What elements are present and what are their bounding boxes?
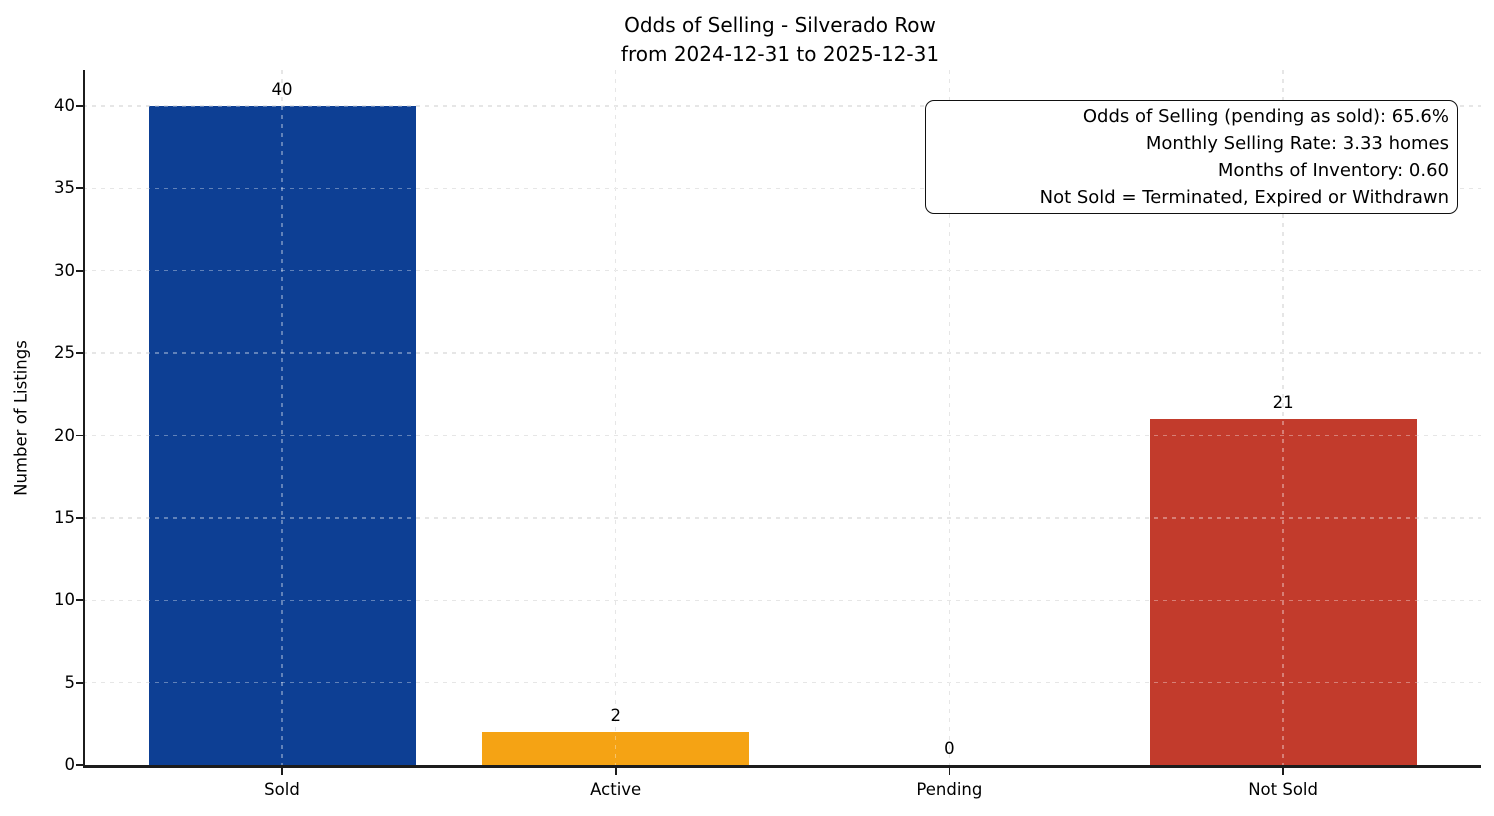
- x-tick-label: Not Sold: [1248, 780, 1318, 799]
- x-tick-label: Sold: [264, 780, 300, 799]
- x-tick-mark: [614, 767, 617, 775]
- y-tick-mark: [76, 105, 83, 107]
- gridline-horizontal: [83, 352, 1481, 354]
- chart-title-line1: Odds of Selling - Silverado Row: [624, 13, 936, 37]
- gridline-horizontal: [83, 187, 1481, 190]
- x-axis-spine: [83, 765, 1481, 768]
- x-tick-mark: [948, 767, 951, 775]
- annotation-months-of-inventory: Months of Inventory: 0.60: [1217, 160, 1449, 181]
- y-tick-label: 30: [54, 260, 75, 280]
- gridline-horizontal: [83, 681, 1481, 684]
- y-tick-label: 15: [54, 507, 75, 527]
- y-tick-mark: [76, 269, 83, 272]
- gridline-vertical-overlay: [615, 70, 617, 765]
- y-tick-mark: [76, 516, 83, 519]
- y-tick-mark: [76, 681, 83, 684]
- gridline-vertical: [1282, 70, 1284, 765]
- y-tick-mark: [76, 599, 83, 602]
- chart-title-line2: from 2024-12-31 to 2025-12-31: [620, 42, 940, 66]
- gridline-vertical: [948, 70, 951, 765]
- gridline-vertical-overlay: [1282, 70, 1284, 765]
- bar-sold: [148, 106, 416, 765]
- annotation-monthly-selling-rate: Monthly Selling Rate: 3.33 homes: [1145, 133, 1449, 154]
- annotation-odds-of-selling: Odds of Selling (pending as sold): 65.6%: [1082, 106, 1449, 127]
- y-tick-label: 0: [64, 755, 76, 774]
- y-tick-label: 35: [54, 178, 75, 198]
- stats-annotation-box: Odds of Selling (pending as sold): 65.6%…: [925, 100, 1458, 214]
- bar-value-label: 2: [610, 706, 621, 726]
- gridline-horizontal-overlay: [83, 270, 1481, 272]
- bar-value-label: 21: [1272, 393, 1294, 413]
- gridline-horizontal-overlay: [83, 105, 1481, 107]
- y-tick-mark: [76, 187, 83, 190]
- gridline-horizontal: [83, 105, 1481, 107]
- y-tick-mark: [76, 434, 83, 437]
- gridline-horizontal-overlay: [83, 599, 1481, 601]
- y-tick-mark: [76, 764, 83, 766]
- gridline-vertical-overlay: [281, 70, 283, 765]
- bar-value-label: 40: [271, 80, 293, 99]
- y-axis-spine: [83, 70, 86, 768]
- annotation-not-sold-definition: Not Sold = Terminated, Expired or Withdr…: [1039, 187, 1449, 208]
- x-tick-label: Pending: [916, 780, 983, 799]
- gridline-horizontal-overlay: [83, 352, 1481, 354]
- gridline-vertical: [615, 70, 617, 765]
- bar-value-label: 0: [944, 739, 955, 758]
- gridline-horizontal: [83, 599, 1481, 601]
- gridline-horizontal-overlay: [83, 681, 1481, 684]
- y-tick-label: 5: [64, 672, 76, 692]
- x-tick-label: Active: [590, 780, 642, 799]
- y-tick-label: 10: [54, 590, 75, 610]
- gridline-horizontal-overlay: [83, 517, 1481, 519]
- x-tick-mark: [1282, 767, 1284, 775]
- bar-not-sold: [1149, 419, 1417, 765]
- gridline-vertical-overlay: [948, 70, 951, 765]
- gridline-horizontal: [83, 270, 1481, 272]
- gridline-horizontal-overlay: [83, 434, 1481, 437]
- y-tick-label: 25: [54, 343, 75, 363]
- y-tick-mark: [76, 352, 83, 355]
- y-tick-label: 40: [54, 96, 75, 115]
- y-tick-label: 20: [54, 425, 75, 445]
- gridline-horizontal: [83, 517, 1481, 519]
- gridline-horizontal: [83, 434, 1481, 437]
- bar-active: [482, 732, 750, 765]
- gridline-horizontal-overlay: [83, 187, 1481, 190]
- x-tick-mark: [281, 767, 283, 775]
